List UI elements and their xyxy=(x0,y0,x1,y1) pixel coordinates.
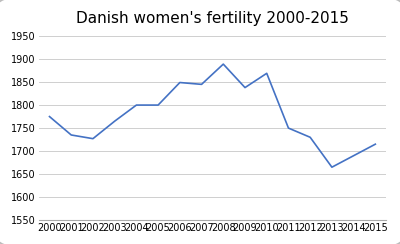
Title: Danish women's fertility 2000-2015: Danish women's fertility 2000-2015 xyxy=(76,11,349,26)
